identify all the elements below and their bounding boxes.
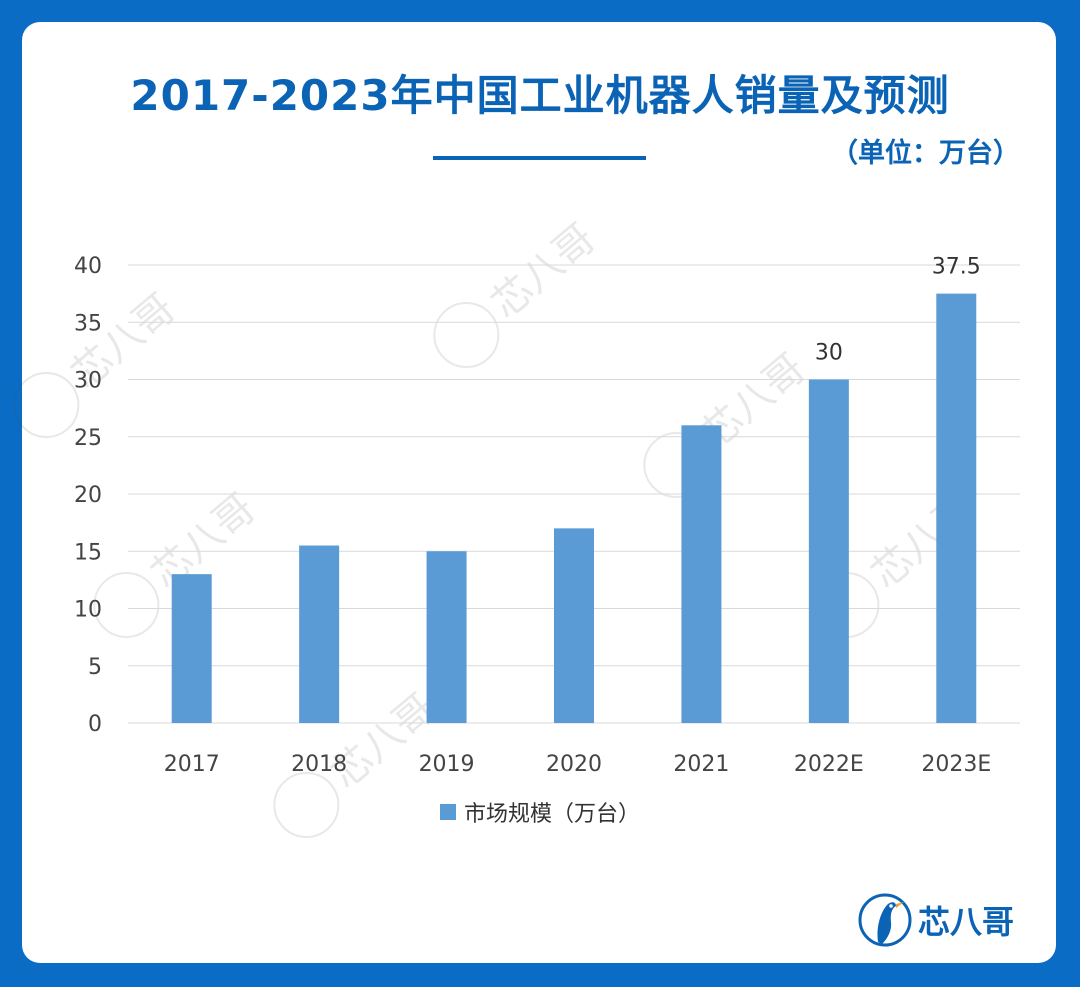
bar [681,425,722,723]
bar [426,551,467,723]
watermark-text: 芯八哥 [323,685,444,797]
legend: 市场规模（万台） [440,796,640,828]
data-label: 37.5 [932,255,981,280]
bars [171,293,977,723]
watermark: 芯八哥 [433,215,604,368]
x-tick-label: 2021 [673,752,729,777]
data-labels: 30 37.5 [815,255,981,366]
y-tick-label: 20 [74,483,102,508]
watermark-text: 芯八哥 [483,215,604,327]
watermark-logo-icon [13,371,80,438]
y-tick-label: 5 [88,655,102,680]
y-tick-label: 15 [74,540,102,565]
x-tick-label: 2019 [419,752,475,777]
x-tick-label: 2022E [794,752,864,777]
y-axis-ticks: 0 5 10 15 20 25 30 35 40 [74,254,102,737]
y-tick-label: 10 [74,598,102,623]
y-tick-label: 0 [88,712,102,737]
x-axis-ticks: 2017 2018 2019 2020 2021 2022E 2023E [164,752,992,777]
bar [171,574,212,723]
watermark: 芯八哥 [643,345,814,498]
bar [936,293,977,723]
watermark-logo-icon [273,771,340,838]
x-tick-label: 2023E [921,752,991,777]
brand-logo: 芯八哥 [858,890,1014,950]
legend-swatch [440,804,456,820]
bar [808,379,849,723]
x-tick-label: 2017 [164,752,220,777]
data-label: 30 [815,341,843,366]
title-underline [433,156,646,160]
y-tick-label: 30 [74,369,102,394]
bar [299,545,340,723]
watermark-logo-icon [93,571,160,638]
bird-logo-icon [858,893,912,947]
x-tick-label: 2020 [546,752,602,777]
y-tick-label: 35 [74,311,102,336]
watermark-logo-icon [433,301,500,368]
x-tick-label: 2018 [291,752,347,777]
chart-card [22,22,1056,963]
brand-name: 芯八哥 [918,903,1015,941]
chart-title: 2017-2023年中国工业机器人销量及预测 [130,71,950,120]
bar [554,528,594,723]
legend-label: 市场规模（万台） [464,802,641,827]
unit-label: （单位：万台） [831,138,1020,169]
y-tick-label: 25 [74,426,102,451]
watermark: 芯八哥 [13,285,184,438]
y-tick-label: 40 [74,254,102,279]
